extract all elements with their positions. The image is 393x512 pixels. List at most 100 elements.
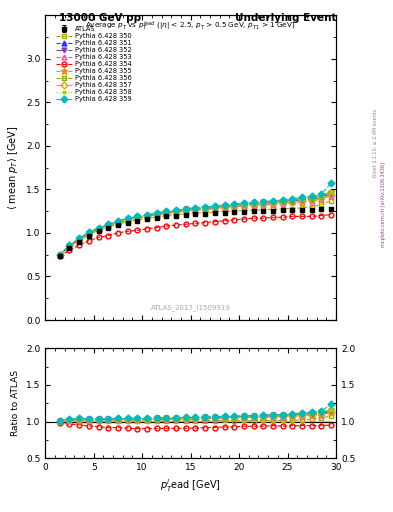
Pythia 6.428 358 — [232, 202, 237, 208]
Pythia 6.428 353 — [125, 217, 130, 223]
Pythia 6.428 351 — [232, 203, 237, 209]
Pythia 6.428 352 — [106, 222, 110, 228]
Pythia 6.428 352 — [86, 230, 91, 236]
Pythia 6.428 351 — [67, 243, 72, 249]
Pythia 6.428 359 — [280, 197, 285, 203]
Pythia 6.428 356 — [290, 197, 295, 203]
Pythia 6.428 353 — [280, 200, 285, 206]
Pythia 6.428 357 — [271, 200, 275, 206]
Pythia 6.428 353 — [251, 202, 256, 208]
Pythia 6.428 359 — [174, 207, 178, 214]
Pythia 6.428 359 — [242, 200, 246, 206]
Pythia 6.428 355 — [116, 219, 120, 225]
Pythia 6.428 357 — [164, 210, 169, 216]
Pythia 6.428 351 — [290, 198, 295, 204]
Pythia 6.428 350 — [309, 204, 314, 210]
Pythia 6.428 354 — [106, 232, 110, 239]
Pythia 6.428 355 — [135, 214, 140, 220]
Pythia 6.428 354 — [300, 214, 305, 220]
Pythia 6.428 353 — [271, 201, 275, 207]
Pythia 6.428 351 — [135, 214, 140, 220]
Pythia 6.428 353 — [319, 196, 324, 202]
Pythia 6.428 354 — [164, 223, 169, 229]
Pythia 6.428 354 — [213, 219, 217, 225]
Pythia 6.428 357 — [86, 231, 91, 237]
Pythia 6.428 359 — [300, 194, 305, 200]
Pythia 6.428 351 — [106, 222, 110, 228]
Pythia 6.428 358 — [319, 193, 324, 199]
Pythia 6.428 353 — [193, 207, 198, 214]
Pythia 6.428 350 — [251, 207, 256, 214]
Pythia 6.428 358 — [271, 199, 275, 205]
Pythia 6.428 358 — [309, 194, 314, 200]
Pythia 6.428 359 — [164, 208, 169, 215]
Pythia 6.428 353 — [67, 243, 72, 249]
Pythia 6.428 354 — [222, 218, 227, 224]
Pythia 6.428 359 — [213, 203, 217, 209]
Pythia 6.428 352 — [164, 209, 169, 215]
Pythia 6.428 358 — [261, 199, 266, 205]
Pythia 6.428 359 — [290, 196, 295, 202]
Pythia 6.428 358 — [203, 205, 208, 211]
Pythia 6.428 353 — [164, 211, 169, 217]
Pythia 6.428 352 — [309, 195, 314, 201]
Pythia 6.428 354 — [280, 214, 285, 220]
Pythia 6.428 352 — [280, 198, 285, 204]
Pythia 6.428 359 — [86, 229, 91, 235]
Pythia 6.428 350 — [145, 215, 149, 221]
Pythia 6.428 351 — [116, 219, 120, 225]
Pythia 6.428 352 — [251, 200, 256, 206]
Pythia 6.428 357 — [67, 243, 72, 249]
Pythia 6.428 357 — [96, 226, 101, 232]
Pythia 6.428 356 — [319, 193, 324, 199]
Pythia 6.428 354 — [184, 221, 188, 227]
Pythia 6.428 355 — [309, 194, 314, 200]
Pythia 6.428 355 — [300, 196, 305, 202]
Pythia 6.428 353 — [203, 206, 208, 212]
Pythia 6.428 350 — [184, 211, 188, 217]
Pythia 6.428 354 — [261, 215, 266, 221]
Pythia 6.428 351 — [184, 207, 188, 214]
Pythia 6.428 352 — [125, 216, 130, 222]
Text: ATLAS_2017_I1509919: ATLAS_2017_I1509919 — [151, 304, 231, 311]
Pythia 6.428 354 — [116, 230, 120, 236]
Pythia 6.428 351 — [193, 206, 198, 212]
Pythia 6.428 353 — [184, 208, 188, 215]
Pythia 6.428 353 — [213, 205, 217, 211]
Line: Pythia 6.428 354: Pythia 6.428 354 — [57, 212, 334, 259]
Pythia 6.428 355 — [67, 243, 72, 249]
Pythia 6.428 352 — [319, 194, 324, 200]
Pythia 6.428 358 — [125, 216, 130, 222]
Pythia 6.428 350 — [96, 227, 101, 233]
Pythia 6.428 358 — [145, 212, 149, 219]
Pythia 6.428 355 — [213, 204, 217, 210]
Pythia 6.428 358 — [300, 196, 305, 202]
Pythia 6.428 350 — [67, 244, 72, 250]
Text: mcplots.cern.ch [arXiv:1306.3436]: mcplots.cern.ch [arXiv:1306.3436] — [381, 162, 386, 247]
Pythia 6.428 353 — [57, 252, 62, 258]
Pythia 6.428 352 — [222, 203, 227, 209]
Pythia 6.428 355 — [280, 198, 285, 204]
Pythia 6.428 359 — [154, 210, 159, 216]
Pythia 6.428 351 — [96, 225, 101, 231]
Pythia 6.428 359 — [329, 180, 334, 186]
Pythia 6.428 357 — [184, 207, 188, 214]
Pythia 6.428 354 — [57, 253, 62, 260]
Pythia 6.428 352 — [135, 214, 140, 220]
Pythia 6.428 353 — [222, 205, 227, 211]
Pythia 6.428 355 — [290, 197, 295, 203]
Pythia 6.428 350 — [193, 210, 198, 216]
Pythia 6.428 357 — [222, 204, 227, 210]
Pythia 6.428 352 — [77, 236, 81, 242]
Pythia 6.428 353 — [135, 215, 140, 221]
Pythia 6.428 358 — [193, 205, 198, 211]
Line: Pythia 6.428 353: Pythia 6.428 353 — [57, 193, 334, 257]
Line: Pythia 6.428 355: Pythia 6.428 355 — [56, 188, 335, 258]
Pythia 6.428 357 — [125, 217, 130, 223]
Pythia 6.428 350 — [174, 211, 178, 218]
Pythia 6.428 356 — [96, 225, 101, 231]
Pythia 6.428 355 — [329, 189, 334, 195]
Text: Underlying Event: Underlying Event — [235, 13, 336, 23]
Pythia 6.428 353 — [290, 199, 295, 205]
Pythia 6.428 359 — [184, 205, 188, 211]
